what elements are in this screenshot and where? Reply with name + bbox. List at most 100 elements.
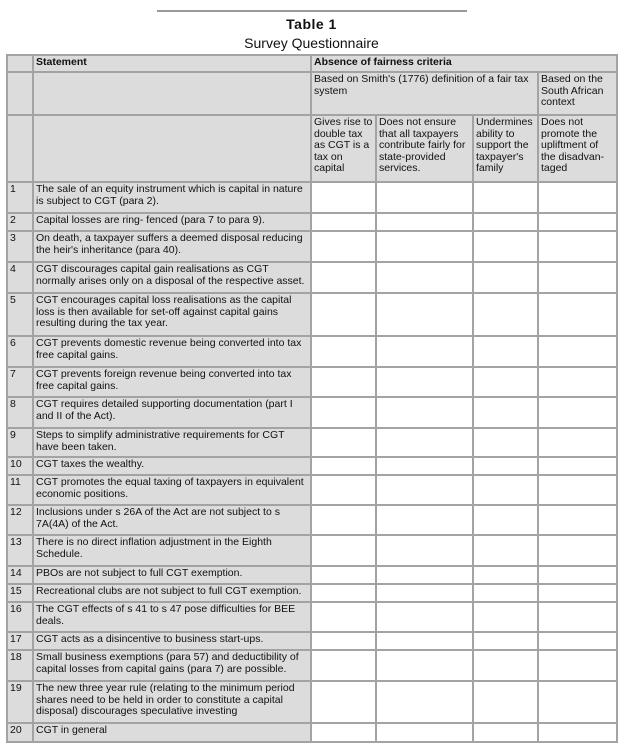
response-cell[interactable]	[536, 534, 619, 567]
response-cell[interactable]	[472, 565, 539, 585]
row-statement: Steps to simplify administrative require…	[32, 427, 312, 458]
response-cell[interactable]	[375, 292, 474, 337]
response-cell[interactable]	[472, 534, 539, 567]
response-cell[interactable]	[310, 722, 377, 743]
response-cell[interactable]	[375, 722, 474, 743]
row-statement: Inclusions under s 26A of the Act are no…	[32, 504, 312, 536]
response-cell[interactable]	[375, 212, 474, 232]
table-row: 5 CGT encourages capital loss realisatio…	[6, 292, 619, 337]
response-cell[interactable]	[472, 680, 539, 724]
criterion-fair-contribution: Does not ensure that all taxpayers contr…	[375, 114, 474, 183]
response-cell[interactable]	[472, 474, 539, 506]
response-cell[interactable]	[472, 649, 539, 682]
response-cell[interactable]	[375, 396, 474, 429]
response-cell[interactable]	[536, 722, 619, 743]
response-cell[interactable]	[375, 649, 474, 682]
response-cell[interactable]	[536, 181, 619, 214]
response-cell[interactable]	[310, 427, 377, 458]
row-statement: Capital losses are ring- fenced (para 7 …	[32, 212, 312, 232]
response-cell[interactable]	[536, 504, 619, 536]
response-cell[interactable]	[310, 583, 377, 603]
response-cell[interactable]	[536, 649, 619, 682]
table-row: 8 CGT requires detailed supporting docum…	[6, 396, 619, 429]
response-cell[interactable]	[472, 456, 539, 476]
response-cell[interactable]	[310, 456, 377, 476]
response-cell[interactable]	[536, 230, 619, 263]
header-south-africa: Based on the South African context	[536, 71, 619, 116]
response-cell[interactable]	[536, 474, 619, 506]
response-cell[interactable]	[375, 601, 474, 633]
response-cell[interactable]	[310, 261, 377, 294]
response-cell[interactable]	[536, 583, 619, 603]
response-cell[interactable]	[310, 504, 377, 536]
response-cell[interactable]	[375, 565, 474, 585]
response-cell[interactable]	[536, 456, 619, 476]
response-cell[interactable]	[375, 456, 474, 476]
response-cell[interactable]	[536, 292, 619, 337]
criterion-upliftment: Does not promote the upliftment of the d…	[536, 114, 619, 183]
table-row: 9 Steps to simplify administrative requi…	[6, 427, 619, 458]
response-cell[interactable]	[310, 366, 377, 398]
response-cell[interactable]	[536, 212, 619, 232]
response-cell[interactable]	[310, 181, 377, 214]
response-cell[interactable]	[310, 212, 377, 232]
response-cell[interactable]	[375, 230, 474, 263]
header-row-2: Based on Smith's (1776) definition of a …	[6, 71, 619, 116]
response-cell[interactable]	[375, 427, 474, 458]
response-cell[interactable]	[472, 335, 539, 368]
response-cell[interactable]	[536, 601, 619, 633]
response-cell[interactable]	[536, 680, 619, 724]
response-cell[interactable]	[375, 261, 474, 294]
response-cell[interactable]	[310, 565, 377, 585]
response-cell[interactable]	[375, 631, 474, 651]
response-cell[interactable]	[472, 261, 539, 294]
response-cell[interactable]	[472, 583, 539, 603]
response-cell[interactable]	[536, 565, 619, 585]
response-cell[interactable]	[310, 396, 377, 429]
response-cell[interactable]	[472, 427, 539, 458]
response-cell[interactable]	[375, 474, 474, 506]
response-cell[interactable]	[310, 649, 377, 682]
response-cell[interactable]	[310, 534, 377, 567]
response-cell[interactable]	[472, 181, 539, 214]
response-cell[interactable]	[375, 680, 474, 724]
row-statement: Recreational clubs are not subject to fu…	[32, 583, 312, 603]
response-cell[interactable]	[310, 631, 377, 651]
response-cell[interactable]	[310, 680, 377, 724]
response-cell[interactable]	[375, 583, 474, 603]
response-cell[interactable]	[310, 601, 377, 633]
response-cell[interactable]	[472, 212, 539, 232]
row-statement: CGT taxes the wealthy.	[32, 456, 312, 476]
row-statement: On death, a taxpayer suffers a deemed di…	[32, 230, 312, 263]
response-cell[interactable]	[310, 335, 377, 368]
table-row: 16 The CGT effects of s 41 to s 47 pose …	[6, 601, 619, 633]
row-number: 4	[6, 261, 34, 294]
response-cell[interactable]	[472, 631, 539, 651]
response-cell[interactable]	[375, 366, 474, 398]
response-cell[interactable]	[375, 181, 474, 214]
response-cell[interactable]	[536, 631, 619, 651]
row-statement: There is no direct inflation adjustment …	[32, 534, 312, 567]
row-statement: PBOs are not subject to full CGT exempti…	[32, 565, 312, 585]
response-cell[interactable]	[472, 230, 539, 263]
response-cell[interactable]	[536, 366, 619, 398]
response-cell[interactable]	[536, 427, 619, 458]
response-cell[interactable]	[375, 335, 474, 368]
table-row: 10 CGT taxes the wealthy.	[6, 456, 619, 476]
response-cell[interactable]	[536, 261, 619, 294]
response-cell[interactable]	[536, 396, 619, 429]
response-cell[interactable]	[310, 292, 377, 337]
response-cell[interactable]	[375, 534, 474, 567]
response-cell[interactable]	[375, 504, 474, 536]
row-number: 2	[6, 212, 34, 232]
response-cell[interactable]	[310, 230, 377, 263]
response-cell[interactable]	[472, 396, 539, 429]
response-cell[interactable]	[310, 474, 377, 506]
response-cell[interactable]	[472, 292, 539, 337]
response-cell[interactable]	[472, 366, 539, 398]
response-cell[interactable]	[536, 335, 619, 368]
response-cell[interactable]	[472, 504, 539, 536]
response-cell[interactable]	[472, 722, 539, 743]
row-number: 13	[6, 534, 34, 567]
response-cell[interactable]	[472, 601, 539, 633]
